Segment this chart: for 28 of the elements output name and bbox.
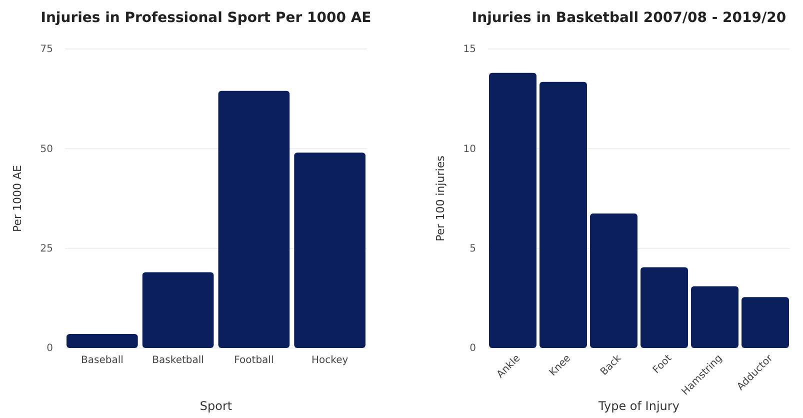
bar bbox=[691, 286, 738, 348]
y-axis-title: Per 100 injuries bbox=[434, 155, 447, 242]
x-axis-title: Type of Injury bbox=[598, 399, 680, 413]
chart-title: Injuries in Professional Sport Per 1000 AE bbox=[40, 10, 372, 26]
bar bbox=[489, 72, 536, 348]
x-tick-label: Hockey bbox=[312, 355, 348, 366]
y-tick-label: 25 bbox=[40, 244, 53, 255]
y-tick-label: 5 bbox=[470, 244, 476, 255]
y-tick-label: 75 bbox=[40, 44, 53, 56]
y-tick-label: 10 bbox=[463, 144, 476, 155]
bar bbox=[590, 213, 638, 348]
bar bbox=[142, 272, 214, 348]
bar bbox=[540, 82, 587, 348]
y-axis-title: Per 1000 AE bbox=[11, 164, 24, 232]
bar bbox=[742, 297, 789, 348]
x-tick-label: Basketball bbox=[152, 355, 204, 366]
bar bbox=[640, 267, 688, 348]
y-tick-label: 50 bbox=[40, 144, 53, 155]
y-tick-label: 0 bbox=[46, 343, 53, 354]
bar bbox=[294, 152, 366, 348]
bar bbox=[66, 334, 138, 348]
chart-title: Injuries in Basketball 2007/08 - 2019/20 bbox=[472, 10, 786, 26]
y-tick-label: 15 bbox=[463, 44, 476, 56]
y-tick-label: 0 bbox=[470, 343, 476, 354]
x-axis-title: Sport bbox=[200, 399, 232, 413]
bar bbox=[218, 90, 290, 348]
x-tick-label: Football bbox=[234, 355, 274, 366]
x-tick-label: Baseball bbox=[80, 355, 124, 366]
